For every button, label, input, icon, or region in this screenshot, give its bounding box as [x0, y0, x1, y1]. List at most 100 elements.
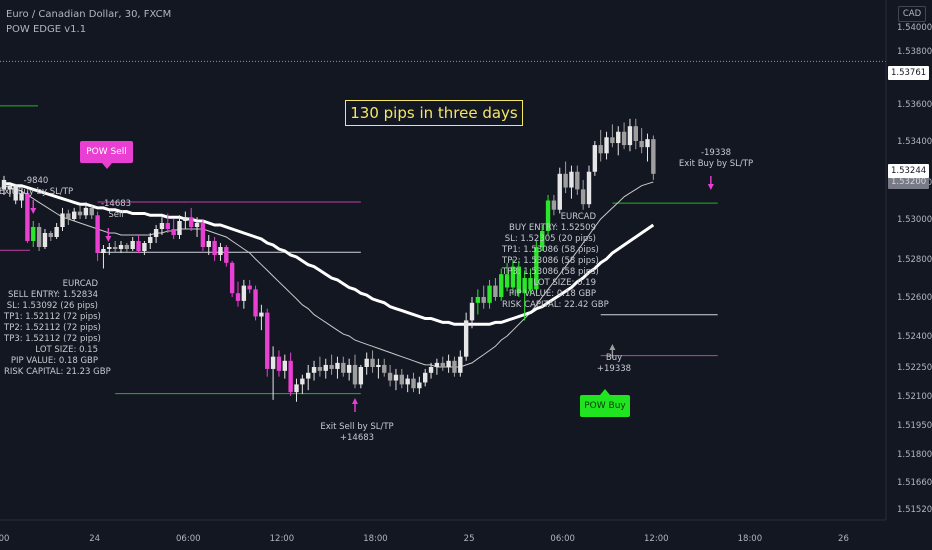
- symbol-title[interactable]: Euro / Canadian Dollar, 30, FXCM: [6, 9, 172, 20]
- candle-body: [31, 227, 36, 241]
- candle-body: [25, 193, 30, 241]
- candle-body: [399, 374, 404, 385]
- candle-body: [253, 289, 258, 317]
- candle-body: [405, 378, 410, 385]
- candle-body: [551, 200, 557, 210]
- slow-ma-line: [4, 182, 655, 326]
- price-tick-label: 1.52400: [897, 332, 932, 342]
- time-tick-label: 12:00: [270, 534, 295, 544]
- candle-body: [428, 367, 434, 373]
- price-tick-label: 1.51520: [897, 505, 932, 515]
- time-tick-label: 26: [838, 534, 849, 544]
- candle-body: [136, 241, 141, 251]
- candle-body: [540, 231, 545, 247]
- buy-info-line: LOT SIZE: 0.19: [533, 278, 596, 288]
- left-exit-text: Exit Buy by SL/TP: [0, 187, 74, 197]
- candle-body: [627, 126, 633, 146]
- candle-body: [42, 233, 48, 247]
- candle-body: [376, 364, 381, 367]
- candle-body: [89, 207, 94, 216]
- candle-body: [586, 171, 592, 205]
- candle-body: [469, 302, 475, 321]
- exit-sell-arrow-icon: [352, 398, 358, 412]
- exit-buy-arrow-icon: [707, 176, 714, 190]
- left-exit-label: -9840 Exit Buy by SL/TP: [0, 176, 76, 198]
- exit-buy-pnl: -19338: [700, 148, 732, 158]
- exit-buy-text: Exit Buy by SL/TP: [678, 159, 754, 169]
- candle-body: [153, 229, 159, 237]
- buy-info-line: PIP VALUE: 0.18 GBP: [508, 289, 596, 299]
- sell-info-line: TP1: 1.52112 (72 pips): [4, 312, 101, 322]
- buy-entry-label: Buy +19338: [594, 353, 634, 375]
- time-tick-label: 06:00: [176, 534, 201, 544]
- candle-body: [534, 247, 539, 290]
- indicator-title[interactable]: POW EDGE v1.1: [6, 24, 87, 35]
- buy-info-line: TP2: 1.53086 (58 pips): [502, 256, 599, 266]
- candle-body: [440, 362, 445, 367]
- price-axis[interactable]: 1.540001.538001.536001.534001.532001.530…: [897, 23, 932, 515]
- currency-label[interactable]: CAD: [898, 6, 926, 22]
- candle-body: [60, 213, 65, 227]
- candle-body: [329, 364, 334, 369]
- candle-body: [130, 241, 135, 249]
- candlesticks: [1, 118, 656, 402]
- candle-body: [522, 278, 527, 294]
- exit-buy-label: -19338 Exit Buy by SL/TP: [668, 148, 764, 170]
- sell-info-line: SELL ENTRY: 1.52834: [7, 290, 98, 300]
- candle-body: [83, 207, 89, 216]
- candle-body: [101, 249, 106, 253]
- price-tick-label: 1.53600: [897, 100, 932, 110]
- buy-entry-arrow-icon: [609, 344, 616, 358]
- time-tick-label: 18:00: [738, 534, 763, 544]
- sell-info-line: TP3: 1.52112 (72 pips): [4, 334, 101, 344]
- candle-body: [575, 171, 580, 190]
- price-tick-label: 1.54000: [897, 23, 932, 33]
- trade-levels: [0, 60, 886, 395]
- sell-info-line: RISK CAPITAL: 21.23 GBP: [4, 367, 111, 377]
- candle-body: [247, 285, 252, 290]
- candle-body: [604, 137, 609, 154]
- candle-body: [393, 374, 399, 381]
- price-tick-label: 1.51660: [897, 478, 932, 488]
- sell-info-line: SL: 1.53092 (26 pips): [6, 301, 98, 311]
- candle-body: [95, 215, 100, 253]
- candle-body: [569, 171, 574, 188]
- time-axis[interactable]: 00 24 06:00 12:00 18:00 25 06:00 12:00 18:00 26: [0, 534, 849, 544]
- candle-body: [235, 293, 241, 301]
- sell-info-line: PIP VALUE: 0.18 GBP: [10, 356, 98, 366]
- candle-body: [370, 358, 375, 367]
- candle-body: [493, 285, 498, 297]
- candle-body: [148, 237, 153, 243]
- candle-body: [651, 139, 656, 174]
- left-exit-pnl: -9840: [23, 176, 49, 186]
- buy-info-line: RISK CAPITAL: 22.42 GBP: [502, 300, 609, 310]
- candle-body: [183, 217, 188, 221]
- candle-body: [48, 233, 53, 237]
- signal-arrows: [30, 176, 714, 412]
- candle-body: [639, 141, 644, 148]
- candle-body: [36, 227, 42, 247]
- exit-sell-pnl: +14683: [339, 433, 375, 443]
- candle-body: [499, 274, 504, 297]
- candle-body: [510, 266, 516, 288]
- candle-body: [481, 297, 486, 303]
- candle-body: [323, 364, 328, 371]
- price-tick-label: 1.51950: [897, 421, 932, 431]
- candle-body: [218, 247, 223, 255]
- candle-body: [563, 173, 568, 188]
- candle-body: [311, 367, 317, 373]
- time-tick-label: 06:00: [550, 534, 575, 544]
- candle-body: [265, 312, 270, 369]
- last-price-label[interactable]: 1.53244: [888, 164, 930, 178]
- dotted-line-price[interactable]: 1.53761: [888, 66, 930, 80]
- candle-body: [382, 364, 387, 373]
- candle-body: [446, 360, 451, 367]
- candle-body: [580, 189, 586, 205]
- sell-entry-label: -14683 Sell: [96, 199, 136, 221]
- buy-info-line: EURCAD: [560, 212, 596, 222]
- candle-body: [159, 223, 165, 229]
- candle-body: [458, 356, 463, 373]
- candle-body: [107, 247, 112, 249]
- candle-body: [645, 139, 650, 148]
